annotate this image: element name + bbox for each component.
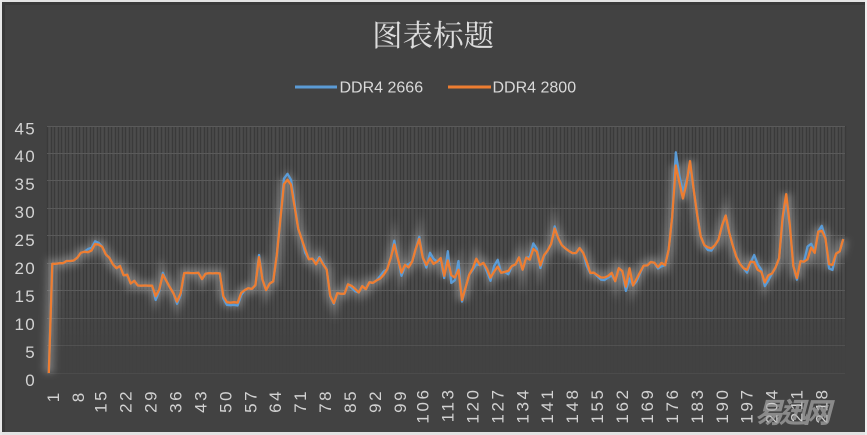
svg-text:35: 35 bbox=[14, 175, 36, 194]
svg-text:78: 78 bbox=[316, 389, 335, 413]
svg-text:10: 10 bbox=[14, 315, 36, 334]
svg-text:148: 148 bbox=[563, 387, 582, 423]
svg-text:20: 20 bbox=[14, 259, 36, 278]
svg-text:134: 134 bbox=[513, 387, 532, 423]
svg-text:15: 15 bbox=[14, 287, 36, 306]
svg-text:162: 162 bbox=[613, 387, 632, 423]
svg-text:99: 99 bbox=[391, 389, 410, 413]
svg-text:92: 92 bbox=[366, 389, 385, 413]
svg-text:57: 57 bbox=[241, 389, 260, 413]
svg-text:127: 127 bbox=[488, 387, 507, 423]
svg-text:106: 106 bbox=[414, 387, 433, 423]
svg-text:22: 22 bbox=[117, 389, 136, 413]
svg-text:43: 43 bbox=[191, 389, 210, 413]
svg-text:DDR4 2800: DDR4 2800 bbox=[493, 80, 577, 97]
svg-text:71: 71 bbox=[291, 389, 310, 413]
svg-text:25: 25 bbox=[14, 231, 36, 250]
svg-text:169: 169 bbox=[638, 387, 657, 423]
svg-text:5: 5 bbox=[25, 343, 36, 362]
svg-text:29: 29 bbox=[142, 389, 161, 413]
svg-text:183: 183 bbox=[688, 387, 707, 423]
svg-text:113: 113 bbox=[439, 387, 458, 422]
svg-text:45: 45 bbox=[14, 119, 36, 138]
svg-text:64: 64 bbox=[266, 389, 285, 413]
svg-text:197: 197 bbox=[738, 387, 757, 423]
svg-text:0: 0 bbox=[25, 371, 36, 390]
svg-text:40: 40 bbox=[14, 147, 36, 166]
svg-text:141: 141 bbox=[538, 387, 557, 423]
svg-text:50: 50 bbox=[216, 389, 235, 413]
svg-text:DDR4 2666: DDR4 2666 bbox=[340, 80, 424, 97]
svg-text:1: 1 bbox=[44, 390, 63, 402]
svg-text:155: 155 bbox=[588, 387, 607, 423]
svg-text:36: 36 bbox=[167, 389, 186, 413]
svg-text:8: 8 bbox=[69, 390, 88, 402]
svg-text:15: 15 bbox=[92, 389, 111, 413]
svg-text:190: 190 bbox=[713, 387, 732, 423]
svg-text:30: 30 bbox=[14, 203, 36, 222]
svg-text:85: 85 bbox=[341, 389, 360, 413]
svg-text:176: 176 bbox=[663, 387, 682, 423]
svg-text:120: 120 bbox=[463, 387, 482, 423]
